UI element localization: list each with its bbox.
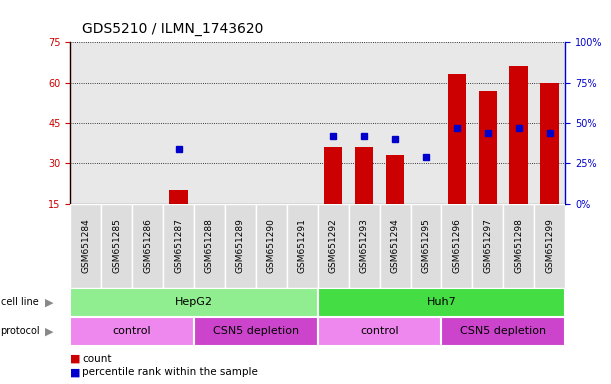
- Text: GSM651299: GSM651299: [545, 218, 554, 273]
- Text: GSM651291: GSM651291: [298, 218, 307, 273]
- Text: GSM651287: GSM651287: [174, 218, 183, 273]
- Text: ■: ■: [70, 367, 81, 377]
- Bar: [318, 317, 442, 346]
- Bar: [510, 66, 528, 204]
- Text: Huh7: Huh7: [426, 297, 456, 308]
- Bar: [472, 204, 503, 288]
- Bar: [70, 317, 194, 346]
- Text: CSN5 depletion: CSN5 depletion: [213, 326, 299, 336]
- Text: GSM651292: GSM651292: [329, 218, 338, 273]
- Text: ▶: ▶: [45, 297, 53, 308]
- Bar: [256, 204, 287, 288]
- Bar: [194, 204, 225, 288]
- Text: GSM651295: GSM651295: [422, 218, 431, 273]
- Text: ▶: ▶: [45, 326, 53, 336]
- Text: GSM651288: GSM651288: [205, 218, 214, 273]
- Bar: [386, 155, 404, 204]
- Text: percentile rank within the sample: percentile rank within the sample: [82, 367, 258, 377]
- Text: control: control: [113, 326, 152, 336]
- Text: GSM651294: GSM651294: [390, 218, 400, 273]
- Text: GSM651290: GSM651290: [267, 218, 276, 273]
- Text: ■: ■: [70, 354, 81, 364]
- Text: GSM651293: GSM651293: [360, 218, 368, 273]
- Bar: [169, 190, 188, 204]
- Bar: [448, 74, 466, 204]
- Bar: [318, 288, 565, 317]
- Bar: [287, 204, 318, 288]
- Bar: [70, 204, 101, 288]
- Bar: [442, 204, 472, 288]
- Bar: [225, 204, 256, 288]
- Bar: [101, 204, 132, 288]
- Bar: [318, 204, 349, 288]
- Text: GSM651296: GSM651296: [452, 218, 461, 273]
- Bar: [163, 204, 194, 288]
- Text: GSM651284: GSM651284: [81, 218, 90, 273]
- Bar: [503, 204, 534, 288]
- Text: HepG2: HepG2: [175, 297, 213, 308]
- Bar: [541, 83, 559, 204]
- Text: GSM651285: GSM651285: [112, 218, 121, 273]
- Text: count: count: [82, 354, 112, 364]
- Text: GSM651289: GSM651289: [236, 218, 245, 273]
- Bar: [324, 147, 343, 204]
- Bar: [349, 204, 379, 288]
- Text: control: control: [360, 326, 399, 336]
- Bar: [478, 91, 497, 204]
- Text: CSN5 depletion: CSN5 depletion: [460, 326, 546, 336]
- Bar: [379, 204, 411, 288]
- Text: GDS5210 / ILMN_1743620: GDS5210 / ILMN_1743620: [82, 23, 264, 36]
- Bar: [70, 288, 318, 317]
- Bar: [355, 147, 373, 204]
- Text: cell line: cell line: [1, 297, 38, 308]
- Bar: [442, 317, 565, 346]
- Bar: [194, 317, 318, 346]
- Text: GSM651298: GSM651298: [514, 218, 523, 273]
- Text: protocol: protocol: [1, 326, 40, 336]
- Bar: [411, 204, 442, 288]
- Text: GSM651286: GSM651286: [143, 218, 152, 273]
- Text: GSM651297: GSM651297: [483, 218, 492, 273]
- Bar: [534, 204, 565, 288]
- Bar: [132, 204, 163, 288]
